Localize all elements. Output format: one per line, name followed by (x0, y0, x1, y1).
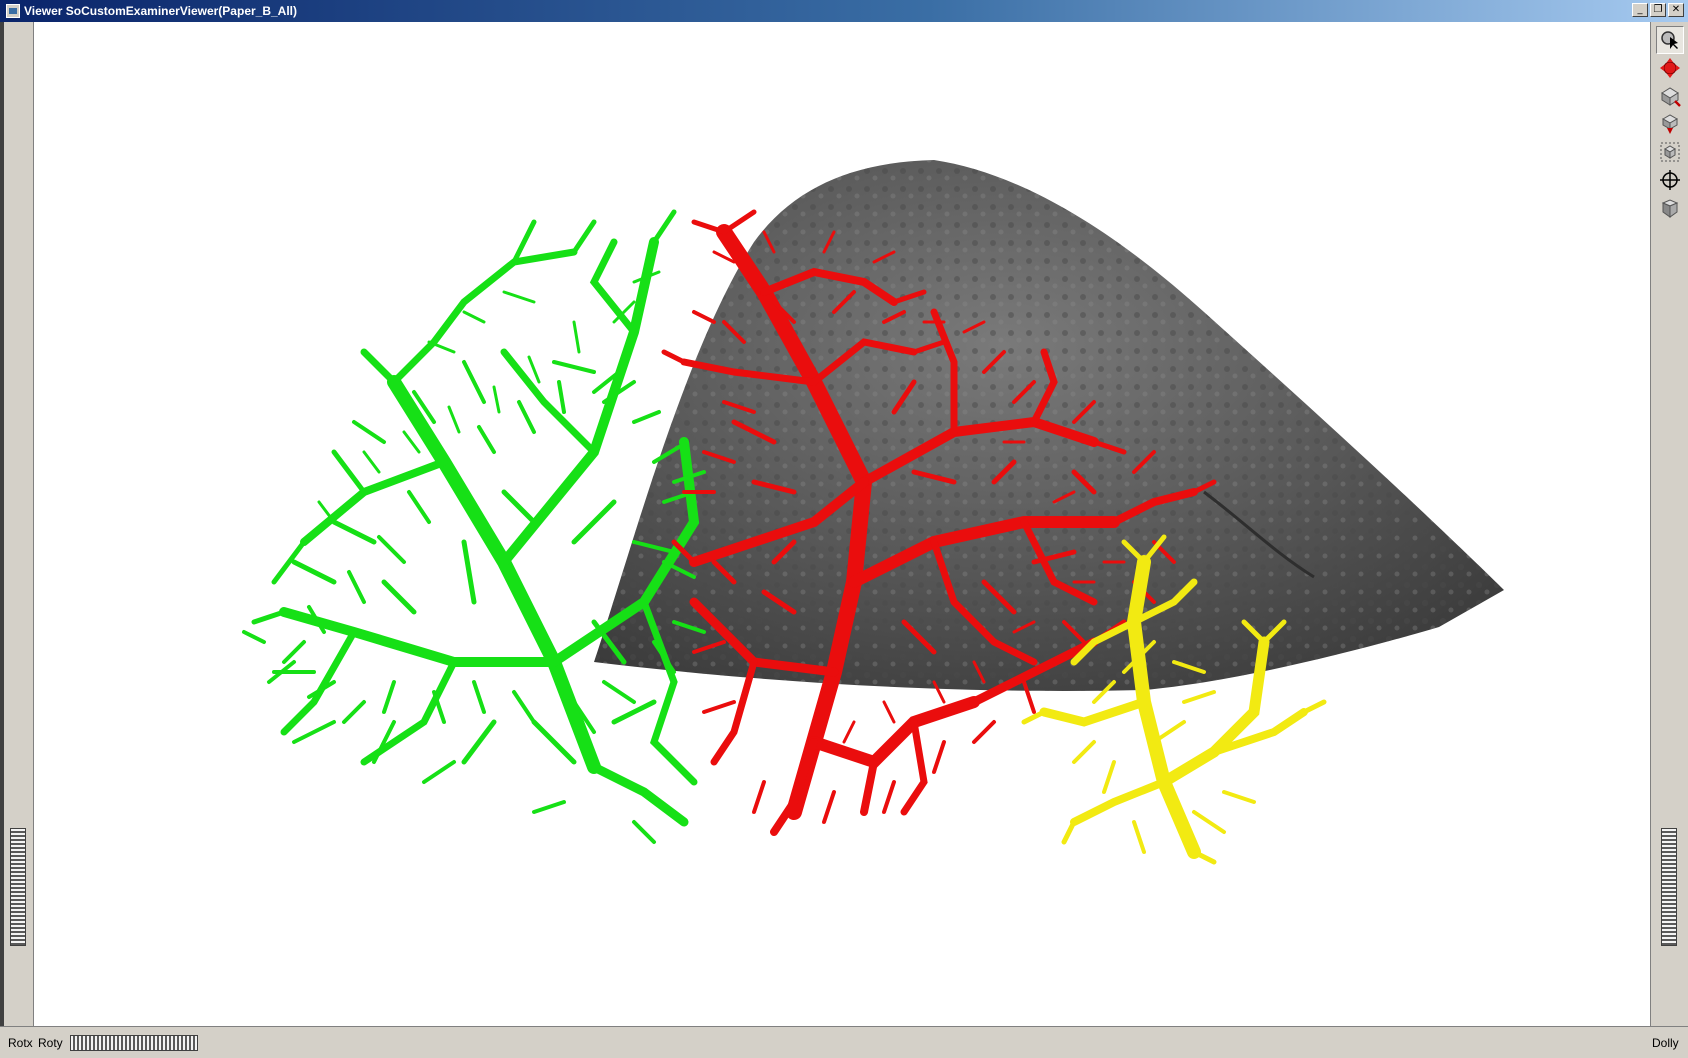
scene-canvas (242, 160, 1504, 865)
set-home-button[interactable] (1656, 110, 1684, 138)
seek-button[interactable] (1656, 166, 1684, 194)
dolly-thumbwheel[interactable] (1661, 828, 1677, 946)
left-panel (0, 22, 34, 1026)
app-icon (6, 4, 20, 18)
right-toolbar (1650, 22, 1688, 1026)
red-vessel-tree (661, 209, 1217, 836)
rotx-label: Rotx (8, 1036, 33, 1050)
bottom-bar: Rotx Roty Dolly (0, 1026, 1688, 1058)
title-bar: Viewer SoCustomExaminerViewer(Paper_B_Al… (0, 0, 1688, 22)
restore-button[interactable]: ❐ (1650, 3, 1666, 17)
pick-mode-button[interactable] (1656, 26, 1684, 54)
seek-crosshair-icon (1660, 170, 1680, 190)
window-controls: _ ❐ ✕ (1632, 3, 1684, 17)
yellow-vessel-tree (1021, 534, 1327, 865)
set-home-icon (1661, 114, 1679, 134)
perspective-cube-icon (1661, 199, 1679, 218)
roty-thumbwheel[interactable] (70, 1035, 198, 1051)
roty-label: Roty (38, 1036, 63, 1050)
view-all-icon (1660, 142, 1680, 162)
home-view-icon (1661, 87, 1681, 107)
render-viewport[interactable] (34, 22, 1650, 1026)
rotate-arrows-icon (1660, 58, 1680, 78)
arrow-pointer-icon (1661, 31, 1678, 49)
minimize-button[interactable]: _ (1632, 3, 1648, 17)
left-thumbwheel[interactable] (10, 828, 26, 946)
green-vessel-tree (242, 209, 706, 844)
projection-button[interactable] (1656, 194, 1684, 222)
home-button[interactable] (1656, 82, 1684, 110)
dolly-label: Dolly (1652, 1036, 1679, 1050)
view-all-button[interactable] (1656, 138, 1684, 166)
close-button[interactable]: ✕ (1668, 3, 1684, 17)
left-edge (0, 22, 4, 1026)
view-mode-button[interactable] (1656, 54, 1684, 82)
window-title: Viewer SoCustomExaminerViewer(Paper_B_Al… (24, 4, 297, 18)
